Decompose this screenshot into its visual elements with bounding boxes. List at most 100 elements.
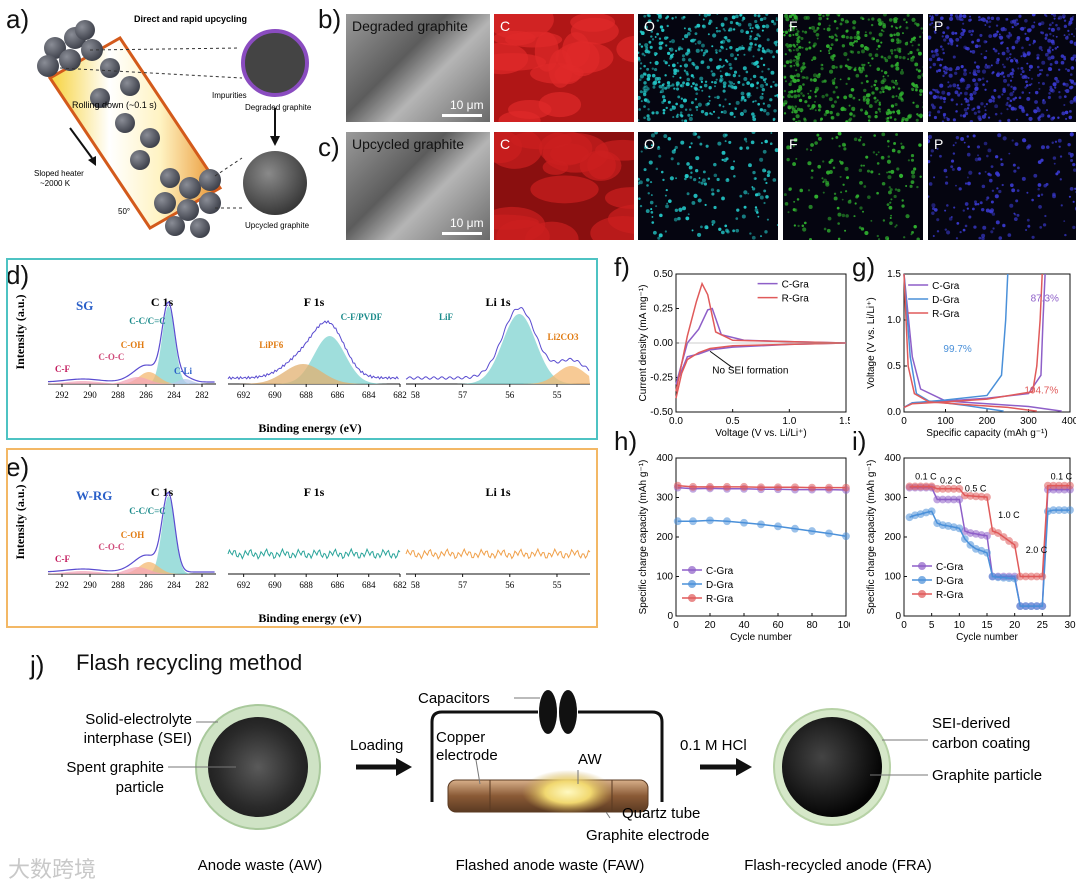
noise-spectrum: [228, 549, 400, 559]
cycling-chart: 0204060801000100200300400Cycle numberSpe…: [618, 446, 850, 646]
data-point: [741, 519, 748, 526]
x-axis-label: Cycle number: [730, 632, 792, 643]
degraded-text: Degraded graphite: [245, 103, 312, 112]
y-tick-label: 0.50: [654, 269, 674, 280]
x-tick-label: 60: [772, 620, 784, 631]
legend-marker: [689, 595, 696, 602]
peak-label: C-O-C: [98, 542, 124, 552]
caption-faw: Flashed anode waste (FAW): [456, 857, 645, 874]
scale-bar-label: 10 μm: [450, 98, 484, 112]
tick-label: 292: [55, 390, 69, 400]
legend-marker: [689, 581, 696, 588]
legend-label: D-Gra: [706, 580, 734, 591]
legend-label: D-Gra: [932, 295, 960, 306]
hcl-label: 0.1 M HCl: [680, 737, 747, 754]
data-point: [984, 549, 991, 556]
flash-recycling-diagram: Solid-electrolyte interphase (SEI) Spent…: [0, 680, 1080, 883]
tick-label: 290: [83, 390, 97, 400]
legend-label: R-Gra: [932, 309, 960, 320]
panel-j-title: Flash recycling method: [76, 650, 302, 676]
data-point: [707, 517, 714, 524]
tick-label: 692: [237, 390, 251, 400]
aw-label: AW: [578, 751, 602, 768]
peak-label: C-OH: [121, 340, 145, 350]
rate-label: 0.5 C: [965, 484, 987, 494]
y-tick-label: 0.25: [654, 304, 674, 315]
x-axis-label: Voltage (V vs. Li/Li⁺): [715, 428, 806, 439]
sei-coating-label: SEI-derived: [932, 715, 1010, 732]
x-tick-label: 200: [979, 416, 996, 427]
heater-text: Sloped heater: [34, 169, 84, 178]
tick-label: 58: [411, 580, 421, 590]
x-tick-label: 1.0: [782, 416, 796, 427]
rate-label: 2.0 C: [1026, 545, 1048, 555]
eds-map-label: F: [789, 136, 798, 152]
eds-map-label: F: [789, 18, 798, 34]
tick-label: 286: [139, 580, 153, 590]
data-point: [690, 483, 697, 490]
caption-fra: Flash-recycled anode (FRA): [744, 857, 932, 874]
rate-label: 0.1 C: [1051, 472, 1073, 482]
panel-label-b: b): [318, 4, 341, 35]
eds-map-label: P: [934, 136, 943, 152]
tick-label: 686: [331, 580, 345, 590]
x-tick-label: 300: [1020, 416, 1037, 427]
efficiency-label: 87.3%: [1031, 294, 1059, 305]
x-axis-label: Specific capacity (mAh g⁻¹): [926, 428, 1047, 439]
legend-marker: [919, 563, 926, 570]
data-point: [674, 518, 681, 525]
data-point: [741, 483, 748, 490]
eds-map-f: F: [783, 14, 923, 122]
title-text: Direct and rapid upcycling: [134, 14, 247, 24]
eds-map-label: O: [644, 18, 655, 34]
tick-label: 57: [458, 580, 468, 590]
data-point: [843, 533, 850, 540]
y-tick-label: 0: [895, 611, 901, 622]
upcycling-schematic: Direct and rapid upcycling Rolling down …: [30, 8, 330, 240]
eds-map-label: P: [934, 18, 943, 34]
data-point: [758, 484, 765, 491]
data-point: [1067, 507, 1074, 514]
data-point: [826, 530, 833, 537]
plot-frame: [676, 458, 846, 616]
tick-label: 684: [362, 390, 376, 400]
tick-label: 282: [195, 580, 209, 590]
y-tick-label: 400: [656, 453, 673, 464]
x-tick-label: 30: [1064, 620, 1076, 631]
legend-label: C-Gra: [782, 280, 810, 291]
data-point: [956, 485, 963, 492]
y-tick-label: 400: [884, 453, 901, 464]
core-level-title: F 1s: [304, 295, 325, 309]
tick-label: 286: [139, 390, 153, 400]
x-axis-label: Binding energy (eV): [258, 421, 361, 435]
y-tick-label: 0.0: [887, 407, 901, 418]
tick-label: 292: [55, 580, 69, 590]
legend-label: R-Gra: [936, 590, 964, 601]
tick-label: 57: [458, 390, 468, 400]
tick-label: 58: [411, 390, 421, 400]
data-point: [1067, 482, 1074, 489]
y-axis-label: Voltage (V vs. Li/Li⁺): [866, 297, 877, 388]
x-tick-label: 80: [806, 620, 818, 631]
eds-map-label: C: [500, 136, 510, 152]
efficiency-label: 99.7%: [943, 344, 971, 355]
degraded-graphite-ball: [243, 31, 307, 95]
data-point: [809, 528, 816, 535]
rate-label: 1.0 C: [998, 510, 1020, 520]
graphite-particle-label: Graphite particle: [932, 767, 1042, 784]
eds-map-o: O: [638, 14, 778, 122]
flash-glow: [522, 770, 614, 814]
y-tick-label: 1.0: [887, 315, 901, 326]
data-point: [1039, 573, 1046, 580]
capacitor-2: [559, 690, 577, 734]
legend-marker: [919, 591, 926, 598]
data-point: [809, 484, 816, 491]
y-tick-label: 1.5: [887, 269, 901, 280]
x-tick-label: 40: [738, 620, 750, 631]
loading-label: Loading: [350, 737, 403, 754]
tick-label: 688: [299, 580, 313, 590]
peak-label: C-F: [55, 554, 70, 564]
